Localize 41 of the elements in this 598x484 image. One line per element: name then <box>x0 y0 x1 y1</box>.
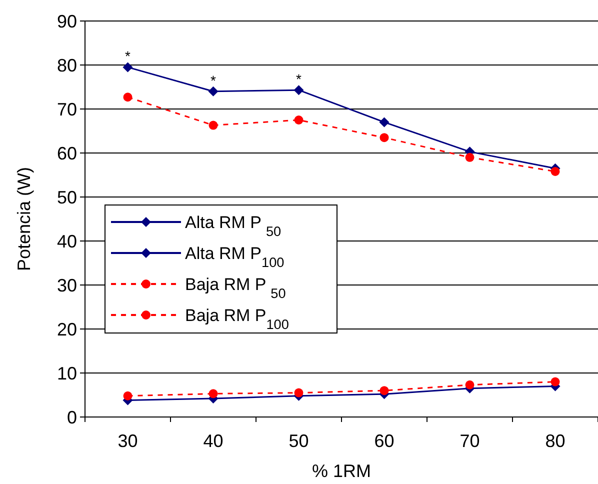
point <box>380 133 389 142</box>
point <box>380 386 389 396</box>
y-tick-label: 90 <box>56 11 77 32</box>
annotation: * <box>125 48 132 64</box>
x-axis-title: % 1RM <box>312 461 372 481</box>
point <box>465 380 474 390</box>
point <box>208 120 218 130</box>
x-tick-label: 70 <box>460 431 480 451</box>
x-tick-label: 80 <box>545 431 566 451</box>
y-tick-label: 0 <box>66 407 77 428</box>
point <box>123 92 132 102</box>
y-tick-label: 40 <box>56 231 77 252</box>
annotation: * <box>296 71 302 88</box>
y-tick-label: 60 <box>56 143 77 164</box>
y-axis-title: Potencia (W) <box>14 166 34 272</box>
legend-label: Alta RM P $_{50}$ <box>185 213 282 238</box>
y-tick-label: 80 <box>56 55 77 76</box>
annotation: * <box>210 72 217 88</box>
y-tick-label: 70 <box>56 99 77 120</box>
y-tick-label: 20 <box>56 319 77 340</box>
legend-label: Alta RM P$_{100}$ <box>185 244 285 270</box>
y-tick-label: 50 <box>56 187 77 208</box>
x-tick-label: 40 <box>203 431 224 451</box>
point <box>550 377 560 386</box>
point <box>550 166 560 176</box>
x-tick-label: 60 <box>374 431 394 451</box>
x-tick-label: 50 <box>288 431 309 451</box>
x-tick-label: 30 <box>118 431 138 451</box>
point <box>294 85 304 96</box>
point <box>294 388 304 398</box>
point <box>208 389 218 398</box>
point <box>122 62 133 72</box>
legend-label: Baja RM P $_{50}$ <box>185 275 286 300</box>
point <box>294 116 304 124</box>
y-tick-label: 10 <box>56 363 77 384</box>
legend-label: Baja RM P$_{100}$ <box>185 306 290 332</box>
point <box>465 152 474 162</box>
point <box>123 391 132 400</box>
point <box>379 117 390 128</box>
y-tick-label: 30 <box>56 275 77 296</box>
point <box>208 86 218 96</box>
